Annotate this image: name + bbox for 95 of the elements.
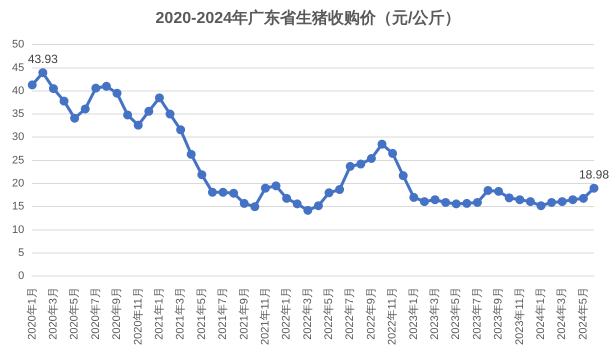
point	[282, 194, 292, 203]
point	[441, 198, 450, 207]
point	[186, 150, 196, 159]
y-tick-label: 10	[12, 224, 24, 236]
point	[568, 195, 578, 204]
x-tick-label: 2022年3月	[302, 287, 314, 340]
point	[38, 68, 48, 78]
point	[346, 162, 355, 171]
x-tick-label: 2023年5月	[450, 287, 462, 340]
point	[504, 193, 514, 202]
point	[28, 80, 37, 90]
point	[208, 188, 217, 197]
point	[240, 198, 249, 208]
point	[144, 106, 154, 116]
y-tick-label: 50	[12, 38, 24, 51]
y-tick-label: 0	[18, 270, 24, 282]
point	[91, 84, 100, 93]
x-tick-label: 2023年11月	[514, 287, 526, 345]
x-tick-label: 2021年5月	[196, 287, 208, 340]
x-tick-label: 2022年11月	[386, 287, 399, 345]
x-tick-label: 2022年5月	[323, 287, 336, 340]
point	[526, 197, 535, 206]
x-tick-label: 2024年1月	[535, 287, 548, 340]
point	[80, 104, 90, 114]
point	[70, 114, 80, 123]
point	[409, 192, 418, 202]
point	[356, 160, 366, 169]
x-tick-label: 2023年9月	[492, 287, 505, 340]
point	[314, 201, 323, 210]
point	[260, 184, 270, 193]
y-tick-label: 40	[12, 84, 24, 97]
point	[134, 120, 143, 130]
point	[378, 140, 387, 149]
point	[366, 154, 376, 164]
x-tick-label: 2020年3月	[47, 287, 60, 340]
point	[430, 195, 440, 204]
x-tick-label: 2021年3月	[174, 287, 187, 340]
point	[112, 88, 122, 98]
chart-title: 2020-2024年广东省生猪收购价（元/公斤）	[154, 8, 462, 29]
point	[292, 199, 302, 208]
point	[462, 198, 472, 208]
x-tick-label: 2024年3月	[556, 287, 568, 340]
point	[494, 186, 504, 196]
y-tick-label: 45	[12, 62, 24, 74]
point	[536, 201, 546, 210]
x-tick-label: 2022年7月	[344, 287, 356, 340]
y-tick-label: 5	[18, 246, 24, 259]
point	[420, 197, 429, 206]
x-tick-label: 2022年9月	[365, 287, 378, 340]
point	[102, 82, 111, 91]
point	[48, 84, 58, 94]
point	[123, 110, 132, 120]
point	[250, 202, 260, 212]
point	[515, 195, 524, 204]
point	[197, 170, 206, 180]
x-tick-label: 2022年1月	[280, 287, 293, 340]
x-tick-label: 2020年5月	[68, 287, 81, 340]
point	[472, 198, 482, 207]
x-tick-label: 2021年1月	[153, 287, 166, 340]
y-tick-label: 20	[12, 178, 24, 190]
point	[154, 93, 164, 102]
y-tick-label: 25	[12, 154, 24, 166]
x-tick-label: 2024年5月	[577, 287, 590, 340]
point	[484, 186, 493, 195]
point	[452, 199, 461, 208]
x-tick-label: 2020年9月	[111, 287, 124, 340]
x-tick-label: 2021年7月	[217, 287, 230, 340]
point	[324, 188, 334, 198]
point	[398, 171, 408, 180]
x-tick-label: 2023年1月	[408, 287, 420, 340]
point	[229, 188, 238, 198]
x-tick-label: 2020年7月	[90, 287, 102, 340]
x-tick-label: 2023年7月	[471, 287, 484, 340]
point	[272, 181, 281, 190]
point	[303, 206, 312, 215]
point	[335, 185, 344, 194]
point	[388, 148, 398, 158]
point	[558, 197, 567, 206]
data-label: 18.98	[578, 168, 610, 182]
x-tick-label: 2020年1月	[26, 287, 38, 340]
point	[578, 194, 588, 203]
data-label: 43.93	[28, 52, 58, 66]
x-tick-label: 2023年3月	[429, 287, 442, 340]
y-tick-label: 35	[12, 108, 24, 120]
point	[547, 198, 556, 207]
y-tick-label: 15	[12, 200, 24, 213]
point	[176, 125, 186, 134]
point	[166, 110, 175, 119]
point	[60, 96, 69, 106]
point	[218, 188, 228, 197]
x-tick-label: 2020年11月	[132, 287, 144, 345]
x-tick-label: 2021年11月	[259, 287, 272, 345]
point	[590, 184, 598, 193]
x-tick-label: 2021年9月	[238, 287, 250, 340]
y-tick-label: 30	[12, 131, 24, 144]
